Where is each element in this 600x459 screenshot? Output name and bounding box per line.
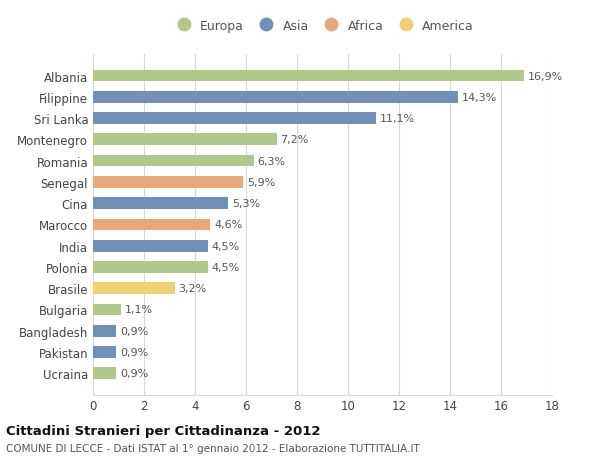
Text: 14,3%: 14,3%: [461, 93, 497, 102]
Text: 3,2%: 3,2%: [178, 284, 206, 294]
Bar: [93, 177, 244, 188]
Bar: [93, 156, 254, 167]
Bar: [93, 368, 116, 379]
Legend: Europa, Asia, Africa, America: Europa, Asia, Africa, America: [169, 17, 476, 35]
Text: 4,6%: 4,6%: [214, 220, 242, 230]
Bar: [93, 113, 376, 125]
Bar: [93, 347, 116, 358]
Bar: [93, 219, 211, 231]
Bar: [93, 71, 524, 82]
Bar: [93, 92, 458, 103]
Text: Cittadini Stranieri per Cittadinanza - 2012: Cittadini Stranieri per Cittadinanza - 2…: [6, 424, 320, 437]
Text: 4,5%: 4,5%: [212, 241, 240, 251]
Bar: [93, 262, 208, 273]
Text: 4,5%: 4,5%: [212, 263, 240, 272]
Bar: [93, 304, 121, 316]
Text: 0,9%: 0,9%: [120, 326, 148, 336]
Text: 7,2%: 7,2%: [280, 135, 309, 145]
Text: 1,1%: 1,1%: [125, 305, 153, 315]
Text: 11,1%: 11,1%: [380, 114, 415, 124]
Bar: [93, 283, 175, 294]
Bar: [93, 241, 208, 252]
Text: 16,9%: 16,9%: [528, 71, 563, 81]
Bar: [93, 134, 277, 146]
Bar: [93, 198, 228, 209]
Text: 6,3%: 6,3%: [257, 156, 286, 166]
Text: 5,9%: 5,9%: [247, 178, 275, 187]
Text: COMUNE DI LECCE - Dati ISTAT al 1° gennaio 2012 - Elaborazione TUTTITALIA.IT: COMUNE DI LECCE - Dati ISTAT al 1° genna…: [6, 443, 420, 453]
Text: 0,9%: 0,9%: [120, 369, 148, 379]
Text: 0,9%: 0,9%: [120, 347, 148, 357]
Bar: [93, 325, 116, 337]
Text: 5,3%: 5,3%: [232, 199, 260, 209]
